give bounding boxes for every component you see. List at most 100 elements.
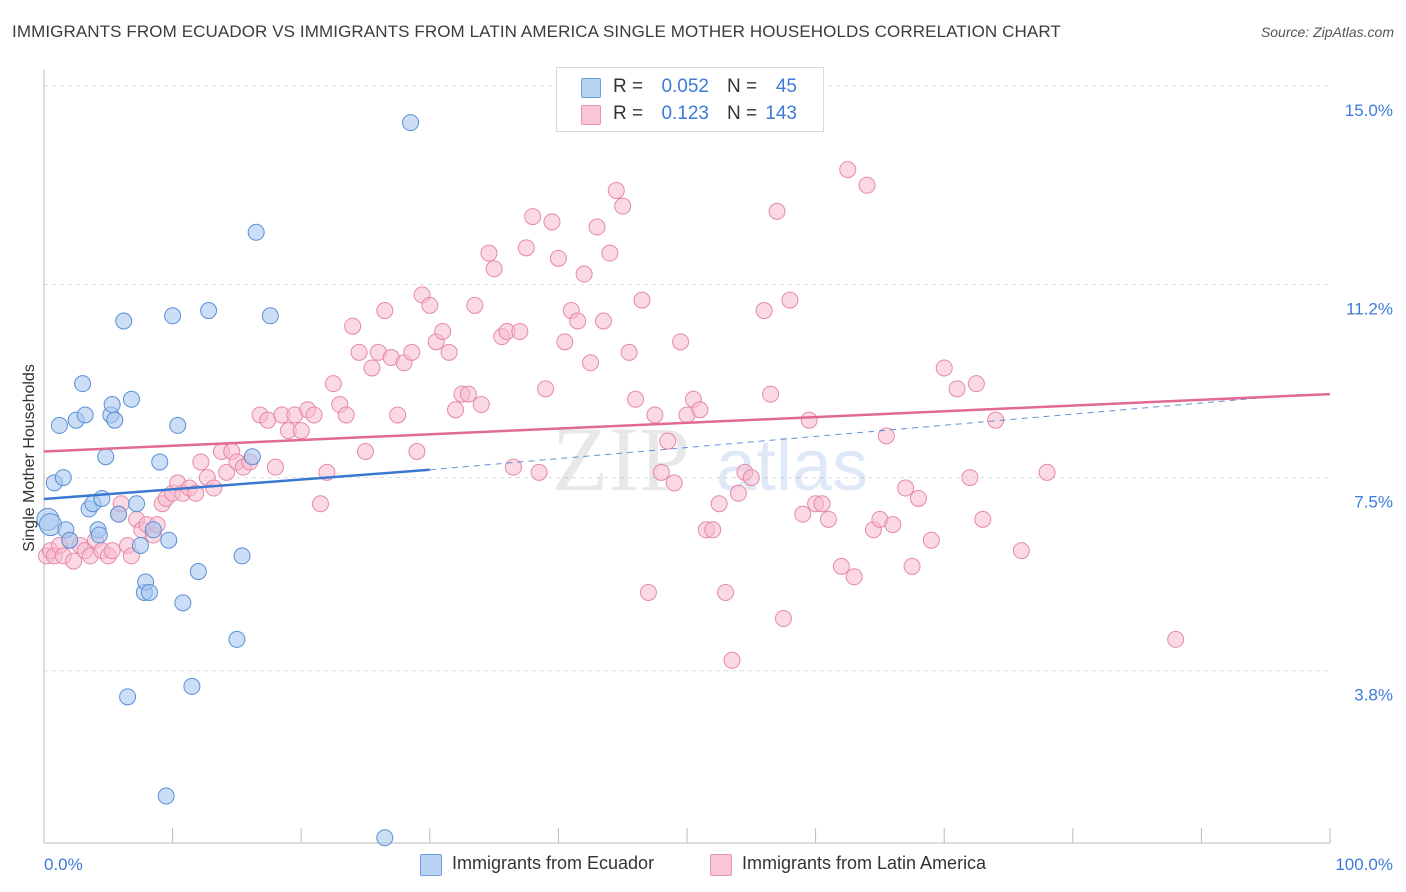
- latam-point: [633, 291, 651, 309]
- latam-point: [363, 359, 381, 377]
- x-tick-label-min: 0.0%: [44, 855, 83, 874]
- latam-point: [961, 469, 979, 487]
- latam-point: [65, 552, 83, 570]
- bottom-legend-label-ecuador: Immigrants from Ecuador: [452, 853, 655, 873]
- latam-point: [646, 406, 664, 424]
- ecuador-point: [200, 302, 218, 320]
- ecuador-point: [261, 307, 279, 325]
- source-label: Source: ZipAtlas.com: [1260, 24, 1394, 40]
- ecuador-point: [93, 489, 111, 507]
- latam-point: [948, 380, 966, 398]
- legend-swatch-latam: [581, 105, 601, 125]
- latam-point: [614, 197, 632, 215]
- latam-point: [259, 411, 277, 429]
- latam-point: [350, 343, 368, 361]
- latam-point: [601, 244, 619, 262]
- latam-point: [877, 427, 895, 445]
- latam-point: [742, 469, 760, 487]
- latam-point: [652, 463, 670, 481]
- legend-n-label: N =: [727, 76, 758, 97]
- ecuador-point: [115, 312, 133, 330]
- latam-point: [607, 182, 625, 199]
- latam-point: [447, 401, 465, 419]
- latam-point: [967, 375, 985, 393]
- latam-point: [187, 484, 205, 502]
- ecuador-point: [122, 390, 140, 408]
- y-tick-label: 11.2%: [1346, 299, 1393, 318]
- latam-point: [530, 463, 548, 481]
- latam-point: [480, 244, 498, 262]
- latam-point: [794, 505, 812, 523]
- ecuador-point: [50, 416, 68, 434]
- latam-point: [192, 453, 210, 471]
- latam-point: [858, 176, 876, 194]
- legend-row-latam: R = 0.123 N = 143: [557, 100, 823, 128]
- ecuador-point: [76, 406, 94, 424]
- latam-point: [357, 443, 374, 460]
- latam-point: [594, 312, 612, 330]
- latam-point: [672, 333, 690, 351]
- trend-lines: [43, 392, 1331, 501]
- latam-point: [434, 322, 452, 340]
- latam-point: [704, 521, 722, 539]
- latam-point: [311, 495, 329, 513]
- latam-point: [344, 317, 362, 335]
- ecuador-point: [243, 448, 261, 466]
- latam-point: [903, 557, 921, 575]
- latam-point: [781, 291, 799, 309]
- ecuador-trend-line: [43, 468, 430, 501]
- latam-point: [376, 302, 394, 320]
- watermark: ZIP atlas: [552, 408, 868, 510]
- ecuador-point: [189, 563, 207, 581]
- legend-row-ecuador: R = 0.052 N = 45: [557, 73, 823, 101]
- latam-point: [710, 495, 728, 513]
- latam-point: [639, 583, 657, 601]
- ecuador-point: [61, 531, 79, 549]
- latam-point: [832, 557, 850, 575]
- ecuador-trend-extension: [429, 393, 1305, 471]
- bottom-legend-swatch-latam: [710, 854, 732, 876]
- latam-point: [459, 385, 477, 403]
- latam-point: [620, 343, 638, 361]
- latam-point: [762, 385, 780, 403]
- latam-point: [1038, 463, 1056, 481]
- latam-point: [627, 390, 645, 408]
- y-axis-title: Single Mother Households: [21, 364, 38, 552]
- latam-point: [421, 296, 439, 314]
- latam-point: [582, 354, 600, 372]
- latam-point: [1012, 542, 1030, 560]
- latam-trend-line: [43, 392, 1331, 453]
- ecuador-point: [169, 416, 187, 434]
- ecuador-point: [74, 375, 92, 393]
- latam-point: [292, 422, 310, 440]
- y-tick-label: 3.8%: [1354, 686, 1393, 705]
- latam-point: [1167, 630, 1185, 648]
- latam-point: [403, 343, 421, 361]
- grid-lines: [44, 85, 1330, 672]
- ecuador-point: [140, 583, 158, 601]
- ecuador-point: [131, 536, 149, 554]
- latam-point: [659, 432, 677, 450]
- legend-swatch-ecuador: [581, 78, 601, 98]
- legend-r-value: 0.052: [661, 76, 709, 97]
- ecuador-point: [164, 307, 182, 325]
- latam-point: [440, 343, 458, 361]
- legend-r-label: R =: [613, 76, 644, 97]
- latam-point: [517, 239, 535, 257]
- ecuador-point: [110, 505, 128, 523]
- latam-point: [755, 302, 773, 320]
- latam-point: [974, 510, 992, 528]
- latam-point: [768, 202, 786, 220]
- latam-point: [723, 651, 741, 669]
- latam-point: [389, 406, 407, 424]
- latam-point: [665, 474, 683, 492]
- latam-point: [103, 542, 121, 560]
- legend-r-label: R =: [613, 103, 644, 124]
- legend-n-value: 143: [765, 103, 797, 124]
- ecuador-point: [103, 396, 121, 414]
- latam-point: [717, 583, 735, 601]
- ecuador-point: [90, 526, 108, 544]
- ecuador-point: [228, 630, 246, 648]
- x-tick-label-max: 100.0%: [1335, 855, 1393, 874]
